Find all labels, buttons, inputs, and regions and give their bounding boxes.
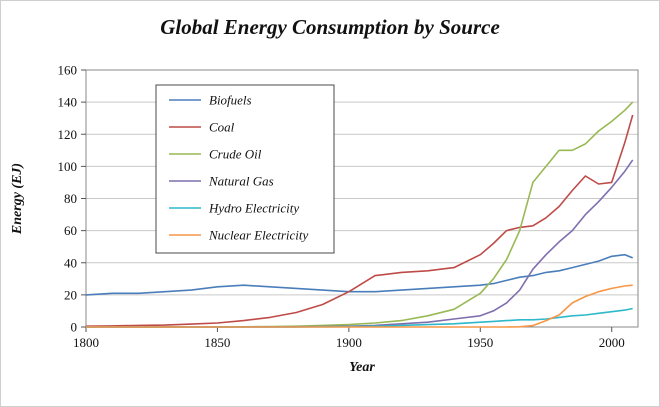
line-chart: 0 20 40 60 80 100 120 140 160 1800 1850 1900 1950 200…: [10, 63, 639, 375]
y-tick-label: 40: [64, 255, 77, 270]
y-tick-label: 140: [58, 95, 78, 110]
x-tick-label: 1800: [73, 335, 99, 350]
legend-item: Biofuels: [169, 93, 252, 108]
y-tick-label: 160: [58, 63, 78, 78]
legend-item: Crude Oil: [169, 147, 262, 162]
y-tick-label: 120: [58, 127, 78, 142]
x-tick-label: 1950: [467, 335, 493, 350]
legend-item: Coal: [169, 120, 235, 135]
y-tick-label: 80: [64, 191, 77, 206]
y-tick-label: 20: [64, 287, 77, 302]
legend-item: Hydro Electricity: [169, 201, 299, 216]
legend-label: Nuclear Electricity: [208, 228, 309, 243]
legend-label: Crude Oil: [209, 147, 262, 162]
legend-label: Natural Gas: [208, 174, 274, 189]
x-tick-label: 1900: [336, 335, 362, 350]
x-axis-label: Year: [349, 360, 375, 375]
y-tick-label: 60: [64, 223, 77, 238]
y-tick-label: 100: [58, 159, 78, 174]
series-line-biofuels: [85, 253, 634, 296]
legend-label: Biofuels: [209, 93, 252, 108]
x-tick-label: 1850: [204, 335, 230, 350]
legend-item: Nuclear Electricity: [169, 228, 309, 243]
legend-item: Natural Gas: [169, 174, 274, 189]
legend-label: Coal: [209, 120, 235, 135]
series-line-coal: [85, 114, 634, 327]
legend-box: [155, 84, 335, 254]
x-tick-label: 2000: [599, 335, 625, 350]
y-axis-label: Energy (EJ): [10, 163, 25, 235]
chart-title: Global Energy Consumption by Source: [160, 15, 500, 39]
series-line-nuclear-electricity: [86, 284, 633, 328]
legend-label: Hydro Electricity: [208, 201, 299, 216]
y-tick-label: 0: [71, 320, 78, 335]
